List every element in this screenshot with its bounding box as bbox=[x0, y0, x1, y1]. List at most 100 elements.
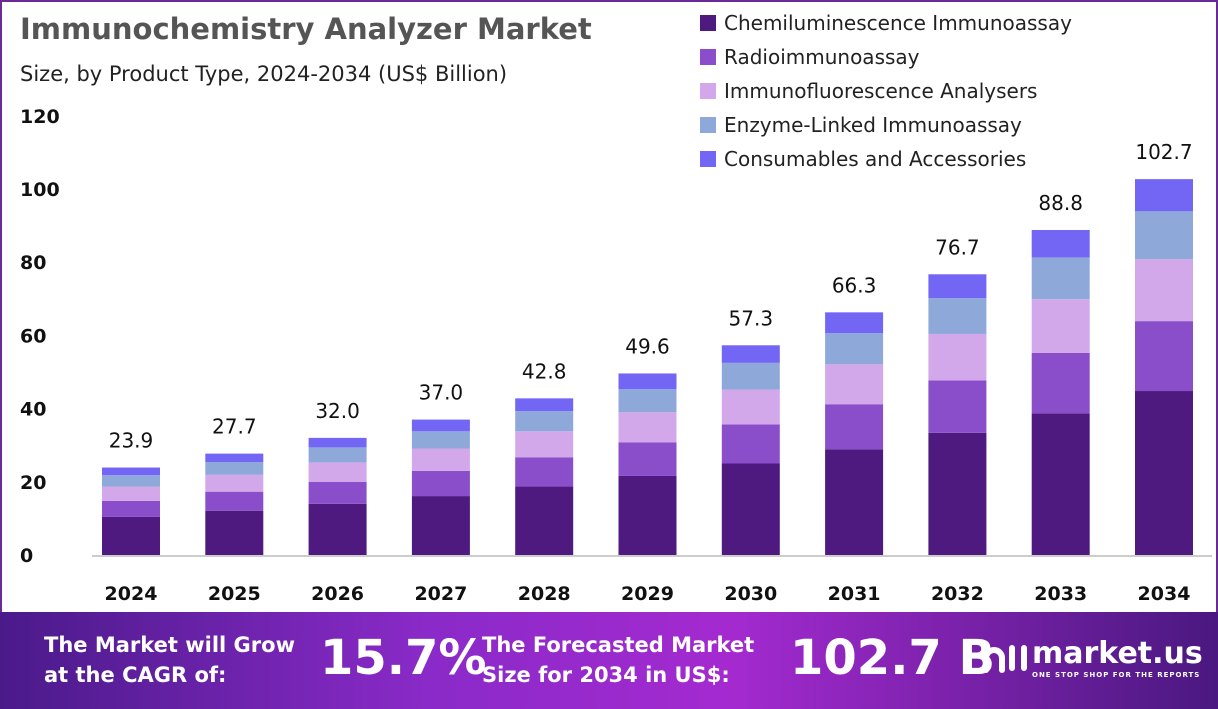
bar-segment bbox=[411, 431, 470, 449]
bar-segment bbox=[928, 298, 987, 334]
bar-segment bbox=[308, 437, 367, 448]
x-tick-label: 2031 bbox=[828, 583, 881, 605]
legend-label: Consumables and Accessories bbox=[724, 147, 1027, 171]
bar-segment bbox=[825, 333, 884, 365]
bar-segment bbox=[102, 486, 160, 501]
bar-segment bbox=[205, 510, 264, 555]
legend-swatch bbox=[700, 49, 716, 65]
total-label: 27.7 bbox=[212, 415, 257, 439]
bar-segment bbox=[618, 475, 677, 555]
bar-segment bbox=[411, 470, 470, 497]
bar-segment bbox=[515, 398, 574, 412]
x-tick-label: 2032 bbox=[931, 583, 984, 605]
bar-segment bbox=[721, 463, 780, 555]
bar-segment bbox=[1135, 259, 1193, 322]
bar-segment bbox=[308, 481, 367, 504]
cagr-label: The Market will Grow at the CAGR of: bbox=[44, 630, 295, 690]
legend-item: Consumables and Accessories bbox=[700, 142, 1072, 176]
bar-segment bbox=[1135, 179, 1193, 212]
bar-segment bbox=[308, 462, 367, 482]
chart-plot: 0 20 40 60 80 100 120 23.9 2024 27.7 2025 32.0 2026 3… bbox=[20, 106, 1212, 605]
footer-banner: The Market will Grow at the CAGR of: 15.7… bbox=[0, 612, 1218, 709]
brand-tagline: ONE STOP SHOP FOR THE REPORTS bbox=[1032, 671, 1201, 679]
legend-label: Radioimmunoassay bbox=[724, 45, 920, 69]
x-tick-label: 2030 bbox=[724, 583, 777, 605]
bar-segment bbox=[205, 453, 264, 463]
y-tick-label: 40 bbox=[20, 399, 46, 421]
legend-item: Immunofluorescence Analysers bbox=[700, 74, 1072, 108]
total-label: 88.8 bbox=[1038, 191, 1083, 215]
bar-segment bbox=[928, 380, 987, 433]
bar-segment bbox=[825, 312, 884, 334]
bar-segment bbox=[515, 431, 574, 458]
total-label: 57.3 bbox=[729, 306, 774, 330]
bar-segment bbox=[1031, 413, 1090, 555]
bar-segment bbox=[308, 503, 367, 555]
y-tick-label: 80 bbox=[20, 252, 46, 274]
x-tick-label: 2024 bbox=[105, 583, 158, 605]
chart-title: Immunochemistry Analyzer Market bbox=[20, 12, 592, 46]
cagr-label-line2: at the CAGR of: bbox=[44, 663, 227, 687]
chart-subtitle: Size, by Product Type, 2024-2034 (US$ Bi… bbox=[20, 62, 508, 86]
total-label: 37.0 bbox=[419, 381, 464, 405]
bar-segment bbox=[618, 389, 677, 413]
x-tick-label: 2026 bbox=[311, 583, 364, 605]
legend-item: Chemiluminescence Immunoassay bbox=[700, 6, 1072, 40]
y-tick-label: 0 bbox=[20, 545, 33, 567]
bar-segment bbox=[1135, 211, 1193, 260]
bar-segment bbox=[721, 389, 780, 425]
bar-segment bbox=[515, 486, 574, 555]
x-tick-label: 2025 bbox=[208, 583, 261, 605]
brand-name: market.us bbox=[1032, 636, 1203, 671]
bar-segment bbox=[102, 467, 160, 476]
legend-swatch bbox=[700, 15, 716, 31]
bar-segment bbox=[825, 404, 884, 450]
bar-segment bbox=[1031, 229, 1090, 258]
total-label: 76.7 bbox=[935, 235, 980, 259]
cagr-label-line1: The Market will Grow bbox=[44, 633, 295, 657]
total-label: 42.8 bbox=[522, 359, 567, 383]
bar-segment bbox=[205, 491, 264, 511]
bar-segment bbox=[1031, 257, 1090, 300]
legend-label: Immunofluorescence Analysers bbox=[724, 79, 1038, 103]
legend-swatch bbox=[700, 117, 716, 133]
bar-segment bbox=[102, 500, 160, 517]
x-tick-label: 2033 bbox=[1034, 583, 1087, 605]
legend-item: Radioimmunoassay bbox=[700, 40, 1072, 74]
y-tick-label: 20 bbox=[20, 472, 46, 494]
legend-label: Chemiluminescence Immunoassay bbox=[724, 11, 1072, 35]
forecast-label-line1: The Forecasted Market bbox=[482, 633, 755, 657]
legend: Chemiluminescence Immunoassay Radioimmuno… bbox=[700, 6, 1072, 176]
legend-swatch bbox=[700, 83, 716, 99]
bar-segment bbox=[308, 447, 367, 463]
bar-segment bbox=[102, 516, 160, 555]
bar-segment bbox=[1135, 391, 1193, 555]
bar-segment bbox=[928, 274, 987, 299]
bar-segment bbox=[721, 424, 780, 464]
y-tick-label: 100 bbox=[20, 179, 60, 201]
total-label: 49.6 bbox=[625, 334, 670, 358]
bar-segment bbox=[1031, 352, 1090, 414]
forecast-label-line2: Size for 2034 in US$: bbox=[482, 663, 730, 687]
x-tick-label: 2029 bbox=[621, 583, 674, 605]
y-tick-label: 120 bbox=[20, 106, 60, 128]
marketus-logo: market.us ONE STOP SHOP FOR THE REPORTS bbox=[980, 636, 1203, 679]
bar-segment bbox=[205, 474, 264, 492]
x-tick-label: 2034 bbox=[1138, 583, 1191, 605]
bar-segment bbox=[618, 412, 677, 443]
bar-segment bbox=[205, 462, 264, 475]
legend-swatch bbox=[700, 151, 716, 167]
bar-segment bbox=[721, 362, 780, 390]
forecast-label: The Forecasted Market Size for 2034 in US… bbox=[482, 630, 754, 690]
total-label: 102.7 bbox=[1135, 140, 1192, 164]
bar-segment bbox=[825, 364, 884, 405]
bar-segment bbox=[515, 457, 574, 487]
bar-segment bbox=[618, 373, 677, 390]
bar-segment bbox=[1135, 321, 1193, 392]
total-label: 23.9 bbox=[109, 429, 154, 453]
total-label: 32.0 bbox=[315, 399, 360, 423]
bar-segment bbox=[411, 419, 470, 432]
cagr-value: 15.7% bbox=[320, 630, 487, 686]
legend-item: Enzyme-Linked Immunoassay bbox=[700, 108, 1072, 142]
legend-label: Enzyme-Linked Immunoassay bbox=[724, 113, 1022, 137]
